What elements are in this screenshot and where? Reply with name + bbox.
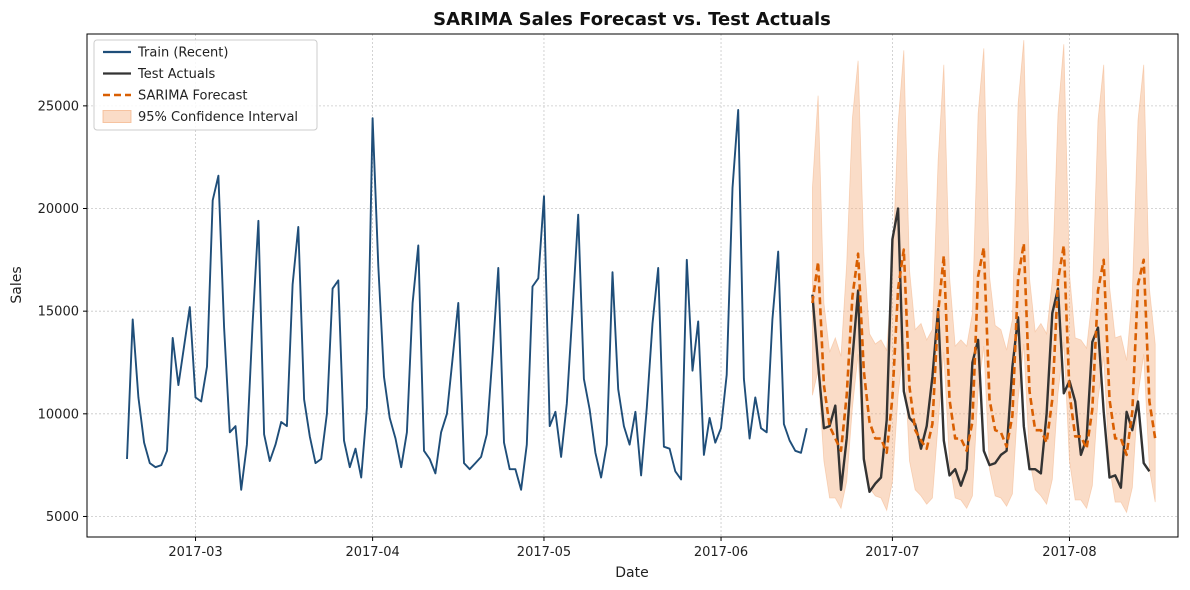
legend-label: Test Actuals — [137, 67, 215, 82]
axis-ticks: 2017-03 2017-04 2017-05 2017-06 2017-07 2017-… — [38, 99, 1097, 560]
legend-label: SARIMA Forecast — [138, 89, 248, 104]
x-axis-label: Date — [615, 565, 648, 581]
x-tick-label: 2017-05 — [517, 545, 571, 560]
y-tick-label: 5000 — [46, 510, 79, 525]
x-tick-label: 2017-03 — [168, 545, 222, 560]
chart-title: SARIMA Sales Forecast vs. Test Actuals — [433, 9, 831, 30]
x-tick-label: 2017-04 — [345, 545, 399, 560]
plot-frame — [86, 33, 1179, 538]
y-tick-label: 25000 — [38, 99, 79, 114]
legend-label: 95% Confidence Interval — [138, 110, 298, 125]
legend-swatch-band — [102, 110, 132, 123]
legend-label: Train (Recent) — [137, 46, 228, 61]
y-tick-label: 15000 — [38, 305, 79, 320]
test-actuals-line — [811, 207, 1151, 493]
series-lines-layer — [126, 109, 1157, 493]
forecast-line — [811, 242, 1157, 457]
x-tick-label: 2017-07 — [865, 545, 919, 560]
train-line — [126, 109, 808, 491]
legend-box — [93, 39, 318, 131]
y-axis-label: Sales — [9, 266, 25, 303]
x-tick-label: 2017-06 — [694, 545, 748, 560]
x-tick-label: 2017-08 — [1042, 545, 1096, 560]
y-tick-label: 10000 — [38, 407, 79, 422]
y-tick-label: 20000 — [38, 202, 79, 217]
legend: Train (Recent) Test Actuals SARIMA Forecas… — [93, 39, 318, 131]
